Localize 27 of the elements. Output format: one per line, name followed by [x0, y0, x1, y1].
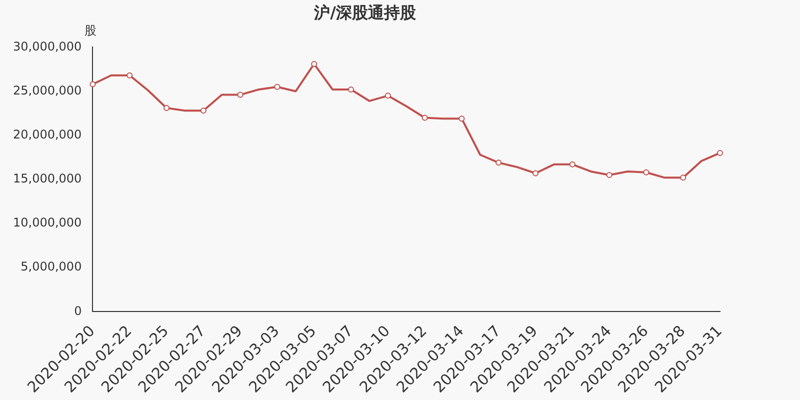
- point: [458, 116, 465, 122]
- point: [311, 60, 318, 67]
- point: [237, 92, 244, 98]
- point: [717, 150, 723, 156]
- y-axis-title: 股: [84, 23, 97, 38]
- y-tick-label: 10,000,000: [12, 216, 82, 230]
- point: [496, 160, 502, 166]
- point: [422, 114, 428, 121]
- point: [569, 161, 576, 168]
- point: [126, 72, 133, 78]
- point: [680, 174, 686, 181]
- point: [274, 84, 280, 90]
- point: [606, 172, 612, 178]
- y-tick-label: 20,000,000: [12, 127, 82, 142]
- point: [384, 92, 391, 99]
- chart-title: 沪/深股通持股: [313, 2, 417, 22]
- point: [200, 108, 206, 114]
- point: [532, 170, 538, 176]
- point: [90, 81, 96, 88]
- y-tick-label: 25,000,000: [12, 83, 82, 98]
- point: [643, 169, 650, 176]
- y-tick-label: 15,000,000: [12, 172, 82, 186]
- point: [164, 105, 170, 112]
- y-tick-label: 30,000,000: [12, 39, 82, 54]
- y-tick-label: 0: [74, 304, 82, 318]
- y-tick-label: 5,000,000: [20, 260, 82, 274]
- point: [348, 86, 354, 93]
